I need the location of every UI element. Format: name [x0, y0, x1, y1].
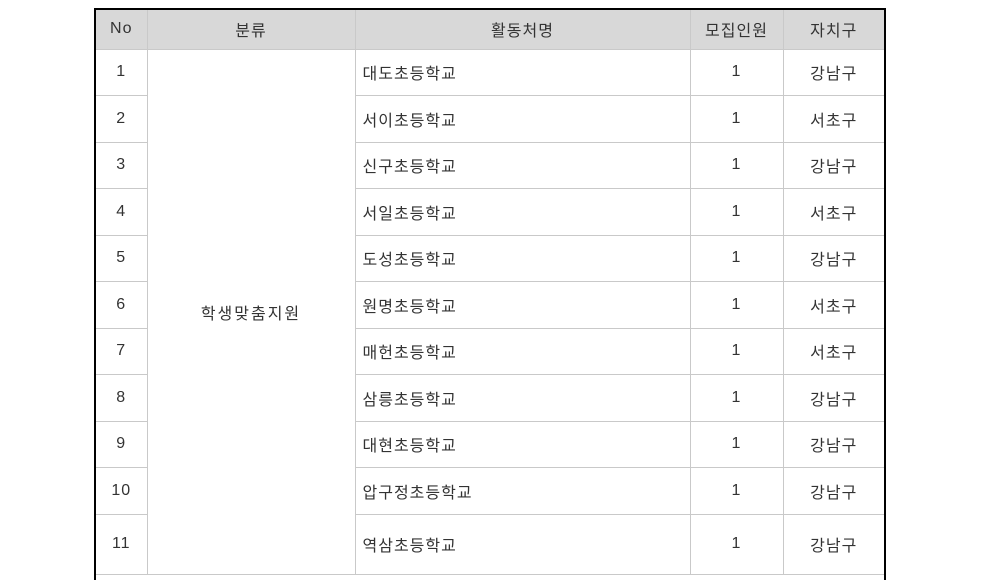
- row-number-cell: 11: [96, 513, 148, 575]
- header-row: No 분류 활동처명 모집인원 자치구: [96, 10, 884, 50]
- column-header-no: No: [96, 10, 148, 50]
- row-number-cell: 1: [96, 48, 148, 96]
- row-number-cell: 10: [96, 467, 148, 515]
- column-header-category: 분류: [146, 10, 356, 50]
- table-row: 1 학생맞춤지원 대도초등학교 1 강남구: [96, 48, 884, 575]
- row-number-cell: 9: [96, 420, 148, 468]
- table-row: 9 대현초등학교 1 강남구: [96, 420, 884, 468]
- table-body: 1 학생맞춤지원 대도초등학교 1 강남구 2 서이초등학교 1 서초구 3 신구…: [96, 48, 884, 575]
- place-name-cell: 도성초등학교: [354, 234, 691, 282]
- place-name-cell: 압구정초등학교: [354, 467, 691, 515]
- district-cell: 서초구: [782, 188, 884, 236]
- table-row: 3 신구초등학교 1 강남구: [96, 141, 884, 189]
- place-name-cell: 매헌초등학교: [354, 327, 691, 375]
- row-number-cell: 6: [96, 281, 148, 329]
- place-name-cell: 신구초등학교: [354, 141, 691, 189]
- table-row: 4 서일초등학교 1 서초구: [96, 188, 884, 236]
- column-header-place: 활동처명: [354, 10, 691, 50]
- count-cell: 1: [689, 281, 784, 329]
- recruitment-table-container: No 분류 활동처명 모집인원 자치구 1 학생맞춤지원 대도초등학교 1 강남구…: [94, 8, 886, 580]
- table-row: 7 매헌초등학교 1 서초구: [96, 327, 884, 375]
- column-header-district: 자치구: [782, 10, 884, 50]
- table-row: 5 도성초등학교 1 강남구: [96, 234, 884, 282]
- count-cell: 1: [689, 188, 784, 236]
- count-cell: 1: [689, 95, 784, 143]
- count-cell: 1: [689, 48, 784, 96]
- place-name-cell: 대현초등학교: [354, 420, 691, 468]
- place-name-cell: 서일초등학교: [354, 188, 691, 236]
- district-cell: 서초구: [782, 95, 884, 143]
- district-cell: 강남구: [782, 374, 884, 422]
- count-cell: 1: [689, 513, 784, 575]
- count-cell: 1: [689, 420, 784, 468]
- place-name-cell: 역삼초등학교: [354, 513, 691, 575]
- category-merged-cell: 학생맞춤지원: [146, 48, 356, 575]
- recruitment-table: No 분류 활동처명 모집인원 자치구 1 학생맞춤지원 대도초등학교 1 강남구…: [96, 10, 884, 575]
- row-number-cell: 2: [96, 95, 148, 143]
- count-cell: 1: [689, 467, 784, 515]
- table-row: 11 역삼초등학교 1 강남구: [96, 513, 884, 575]
- count-cell: 1: [689, 374, 784, 422]
- row-number-cell: 8: [96, 374, 148, 422]
- district-cell: 강남구: [782, 48, 884, 96]
- place-name-cell: 원명초등학교: [354, 281, 691, 329]
- district-cell: 강남구: [782, 141, 884, 189]
- district-cell: 강남구: [782, 467, 884, 515]
- district-cell: 강남구: [782, 513, 884, 575]
- column-header-count: 모집인원: [689, 10, 784, 50]
- count-cell: 1: [689, 234, 784, 282]
- district-cell: 서초구: [782, 281, 884, 329]
- place-name-cell: 삼릉초등학교: [354, 374, 691, 422]
- district-cell: 강남구: [782, 420, 884, 468]
- row-number-cell: 4: [96, 188, 148, 236]
- district-cell: 서초구: [782, 327, 884, 375]
- row-number-cell: 3: [96, 141, 148, 189]
- district-cell: 강남구: [782, 234, 884, 282]
- count-cell: 1: [689, 327, 784, 375]
- count-cell: 1: [689, 141, 784, 189]
- row-number-cell: 5: [96, 234, 148, 282]
- place-name-cell: 대도초등학교: [354, 48, 691, 96]
- table-header: No 분류 활동처명 모집인원 자치구: [96, 10, 884, 50]
- place-name-cell: 서이초등학교: [354, 95, 691, 143]
- row-number-cell: 7: [96, 327, 148, 375]
